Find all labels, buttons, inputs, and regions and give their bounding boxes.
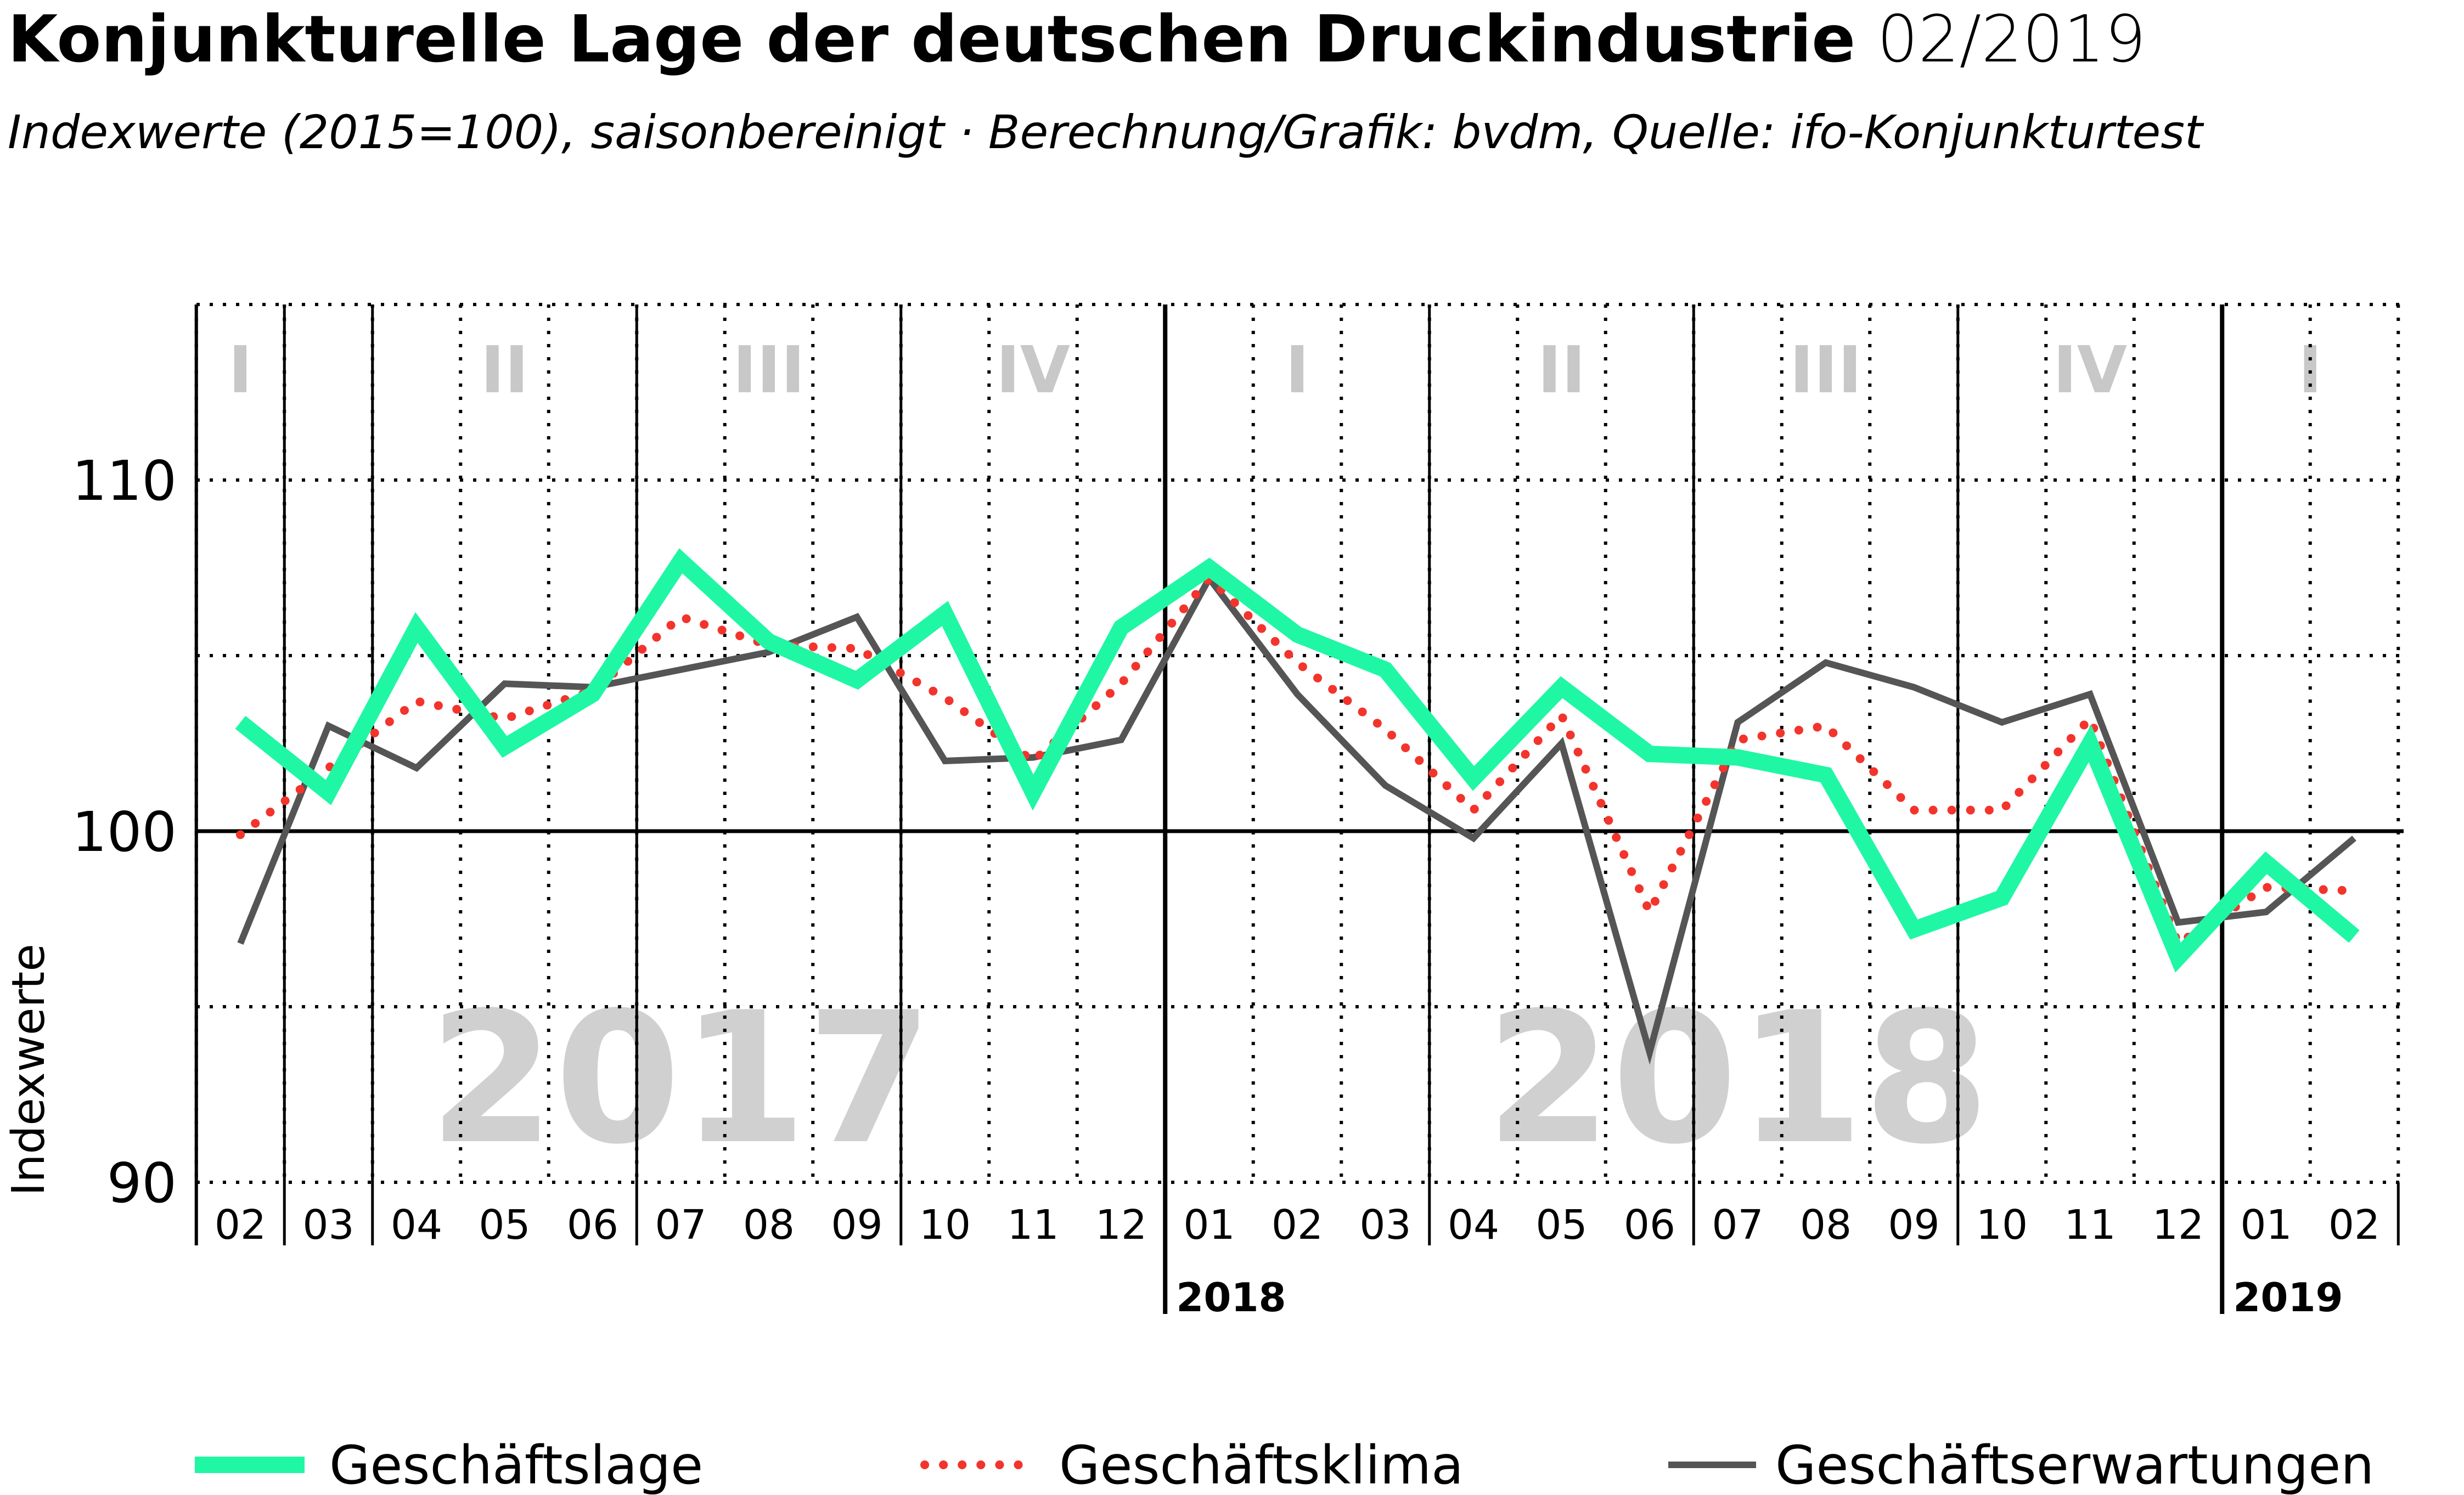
- axes: 90 100 110 02 03 04 05 06 07 08 09 10 11 12 01 02 03 04 05…: [72, 304, 2400, 1321]
- x-tick-label: 01: [1183, 1201, 1235, 1249]
- x-tick-label: 10: [1976, 1201, 2028, 1249]
- x-tick-label: 12: [1095, 1201, 1147, 1249]
- y-tick-label: 100: [72, 800, 177, 864]
- chart-title-main: Konjunkturelle Lage der deutschen Drucki…: [8, 1, 1855, 77]
- x-tick-label: 02: [1272, 1201, 1323, 1249]
- x-tick-label: 11: [1007, 1201, 1059, 1249]
- quarter-label: IV: [2053, 332, 2127, 408]
- x-tick-label: 07: [655, 1201, 706, 1249]
- year-watermark: 2018: [1486, 973, 1989, 1184]
- x-tick-label: 08: [1800, 1201, 1852, 1249]
- x-tick-label: 05: [479, 1201, 530, 1249]
- x-tick-label: 08: [743, 1201, 795, 1249]
- x-tick-label: 11: [2064, 1201, 2116, 1249]
- x-tick-label: 12: [2152, 1201, 2204, 1249]
- x-tick-label: 02: [2328, 1201, 2380, 1249]
- year-watermark: 2017: [429, 973, 932, 1184]
- quarter-label: III: [733, 332, 805, 408]
- x-tick-label: 04: [1448, 1201, 1499, 1249]
- year-label: 2018: [1176, 1274, 1286, 1321]
- series-lines: [235, 548, 2360, 1065]
- chart-subtitle: Indexwerte (2015=100), saisonbereinigt ·…: [8, 105, 2204, 159]
- x-tick-label: 07: [1712, 1201, 1763, 1249]
- x-tick-label: 03: [302, 1201, 354, 1249]
- x-tick-label: 09: [1888, 1201, 1939, 1249]
- y-axis-label: Indexwerte: [3, 944, 55, 1196]
- x-tick-label: 02: [215, 1201, 266, 1249]
- chart-title: Konjunkturelle Lage der deutschen Drucki…: [8, 1, 2146, 77]
- x-tick-label: 10: [919, 1201, 971, 1249]
- year-watermarks: 2017 2018: [429, 973, 1989, 1184]
- quarter-label: II: [481, 332, 529, 408]
- x-tick-label: 05: [1535, 1201, 1587, 1249]
- y-tick-label: 90: [107, 1151, 177, 1215]
- legend-label: Geschäftserwartungen: [1775, 1435, 2374, 1495]
- legend-label: Geschäftslage: [329, 1435, 703, 1495]
- x-tick-label: 03: [1359, 1201, 1411, 1249]
- x-tick-label: 06: [1624, 1201, 1675, 1249]
- year-label: 2019: [2233, 1274, 2343, 1321]
- quarter-label: I: [2298, 332, 2322, 408]
- x-tick-label: 09: [831, 1201, 882, 1249]
- quarter-label: IV: [996, 332, 1070, 408]
- x-tick-label: 01: [2240, 1201, 2292, 1249]
- x-tick-label: 04: [391, 1201, 442, 1249]
- quarter-labels: I II III IV I II III IV I: [228, 332, 2322, 408]
- legend-label: Geschäftsklima: [1059, 1435, 1464, 1495]
- quarter-label: I: [228, 332, 252, 408]
- quarter-label: III: [1790, 332, 1862, 408]
- chart-title-date: 02/2019: [1877, 1, 2146, 77]
- y-tick-label: 110: [72, 449, 177, 513]
- legend: Geschäftslage Geschäftsklima Geschäftserwa…: [195, 1435, 2374, 1495]
- x-tick-label: 06: [567, 1201, 618, 1249]
- series-line-Geschäftslage: [235, 548, 2360, 973]
- quarter-label: I: [1285, 332, 1309, 408]
- quarter-label: II: [1538, 332, 1586, 408]
